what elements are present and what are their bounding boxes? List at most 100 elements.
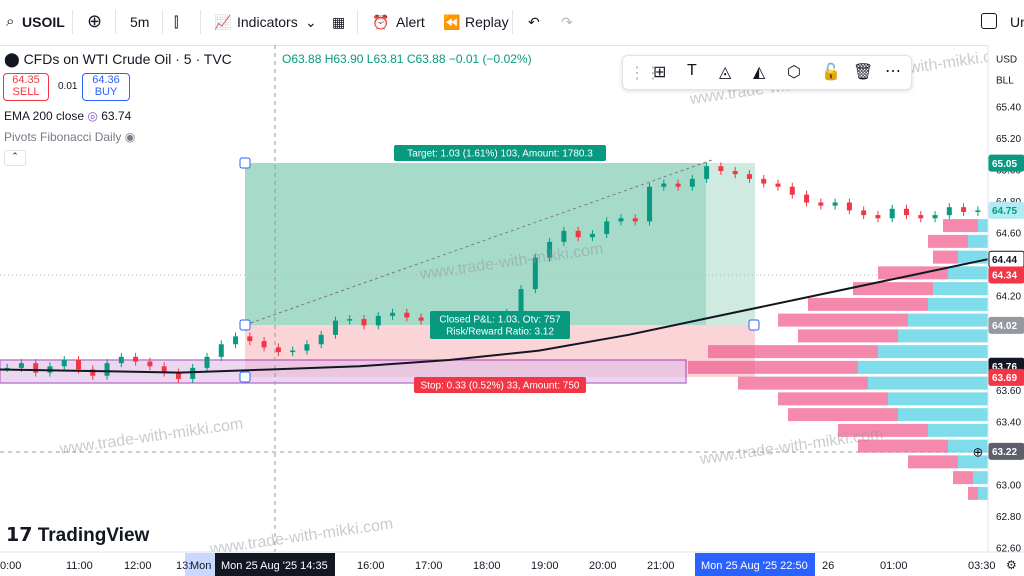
candle <box>846 202 852 211</box>
volume-down <box>858 439 948 453</box>
change: −0.01 (−0.02%) <box>448 52 532 66</box>
candle <box>532 257 538 290</box>
time-highlight: Mon <box>190 560 211 572</box>
volume-up <box>868 376 988 390</box>
crosshair-plus: ⊕ <box>973 444 984 459</box>
volume-down <box>788 408 898 422</box>
candle <box>147 361 153 367</box>
logo-text: TradingView <box>37 525 150 546</box>
time-tick: 0:00 <box>0 560 21 572</box>
low: L63.81 <box>366 52 404 66</box>
candle <box>761 178 767 184</box>
price-label-bg <box>988 316 1024 334</box>
candle <box>718 166 724 171</box>
tool-delete[interactable]: 🗑 <box>853 64 874 81</box>
volume-down <box>778 392 888 406</box>
add-symbol[interactable]: ⊕ <box>87 11 103 31</box>
undo[interactable]: ↶ <box>528 14 540 30</box>
candle <box>233 336 239 345</box>
chart-type[interactable]: ⫿ <box>174 14 179 30</box>
price-tick: 63.40 <box>996 418 1021 429</box>
time-tick: 01:00 <box>880 560 908 572</box>
logo: 𝟭𝟳 TradingView <box>6 524 149 547</box>
dropdown[interactable]: ⌄ <box>305 14 317 30</box>
price-label: 63.22 <box>992 447 1017 458</box>
search-icon[interactable]: ⌕ <box>6 13 15 30</box>
indicators-icon: 📈 <box>214 14 232 30</box>
tool-more[interactable]: ⋯ <box>885 63 901 80</box>
candle <box>261 341 267 348</box>
alert-button[interactable]: Alert <box>396 14 425 30</box>
replay-button[interactable]: Replay <box>465 14 509 30</box>
price-label-bg <box>988 201 1024 219</box>
handle[interactable] <box>748 319 760 331</box>
sell-button[interactable]: 64.35 SELL <box>3 73 49 101</box>
ema-legend: EMA 200 close ◎ 63.74 <box>4 109 131 123</box>
candle <box>704 166 710 179</box>
candle <box>832 202 838 206</box>
tool-text[interactable]: T <box>687 62 697 79</box>
buy-button[interactable]: 64.36 BUY <box>82 73 130 101</box>
indicators-button[interactable]: Indicators <box>237 14 298 30</box>
time-tick: 26 <box>822 560 834 572</box>
candle <box>347 319 353 321</box>
price-label: 64.34 <box>992 271 1017 282</box>
tool-lock[interactable]: 🔓 <box>821 64 841 81</box>
collapse-legend[interactable]: ⌃ <box>4 150 26 166</box>
candle <box>61 360 67 367</box>
settings-icon[interactable]: ⚙ <box>1006 558 1017 572</box>
candle <box>161 366 167 373</box>
time-hover2 <box>695 553 815 576</box>
candle <box>204 356 210 368</box>
candle <box>361 319 367 326</box>
price-tick: 64.60 <box>996 229 1021 240</box>
trend-dash <box>244 159 713 326</box>
volume-up <box>928 297 988 311</box>
candle <box>689 178 695 187</box>
price-label-bg <box>988 154 1024 172</box>
tool-color[interactable]: ◭ <box>753 64 766 81</box>
candle <box>775 183 781 187</box>
time-range <box>185 553 215 576</box>
volume-down <box>688 360 858 374</box>
tool-settings[interactable]: ⊞ <box>653 64 667 81</box>
volume-down <box>908 455 958 469</box>
handle[interactable] <box>239 157 251 169</box>
separator <box>162 10 163 34</box>
ema-icon: ◎ <box>87 109 98 123</box>
candle <box>33 363 39 373</box>
candle <box>732 171 738 175</box>
tool-visibility[interactable]: ⬡ <box>787 64 801 81</box>
symbol[interactable]: USOIL <box>22 14 65 30</box>
redo[interactable]: ↷ <box>561 14 573 30</box>
tool-fill[interactable]: ◬ <box>719 64 732 81</box>
handle[interactable] <box>239 319 251 331</box>
volume-up <box>898 408 988 422</box>
candle <box>575 230 581 238</box>
candle <box>332 320 338 335</box>
candle <box>746 174 752 179</box>
right-menu[interactable]: Un <box>1010 14 1024 30</box>
volume-up <box>908 313 988 327</box>
candle <box>218 344 224 357</box>
candle <box>133 356 139 362</box>
price-tick: 64.20 <box>996 292 1021 303</box>
time-tick: 13: <box>176 560 191 572</box>
time-axis <box>0 552 1024 576</box>
volume-down <box>738 376 868 390</box>
volume-down <box>798 329 898 343</box>
volume-down <box>708 345 878 359</box>
handle[interactable] <box>239 371 251 383</box>
separator <box>512 10 513 34</box>
candle <box>975 210 981 212</box>
drag-handle[interactable]: ⋮⋮ <box>629 65 661 82</box>
interval[interactable]: 5m <box>130 14 150 30</box>
time-tick: 11:00 <box>66 560 93 572</box>
hide-icon[interactable]: ◉ <box>124 130 136 144</box>
ohlc: O63.88 H63.90 L63.81 C63.88 −0.01 (−0.02… <box>282 52 532 66</box>
checkbox-icon[interactable] <box>981 13 997 29</box>
candle <box>789 186 795 195</box>
layout-icon[interactable]: ▦ <box>332 14 346 30</box>
time-highlight: Mon 25 Aug '25 22:50 <box>701 560 808 572</box>
